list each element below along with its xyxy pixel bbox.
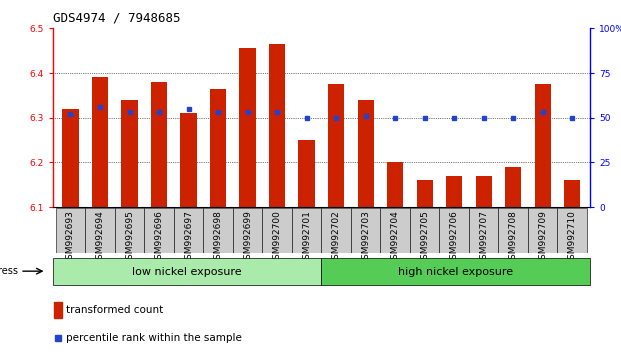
Text: GSM992710: GSM992710: [568, 210, 577, 265]
Text: GSM992704: GSM992704: [391, 210, 400, 265]
Text: GSM992693: GSM992693: [66, 210, 75, 265]
Text: GSM992695: GSM992695: [125, 210, 134, 265]
Text: GDS4974 / 7948685: GDS4974 / 7948685: [53, 12, 180, 25]
Text: GSM992700: GSM992700: [273, 210, 281, 265]
Bar: [410, 208, 440, 253]
Bar: [417, 180, 433, 207]
Bar: [381, 208, 410, 253]
Bar: [92, 78, 108, 207]
Bar: [528, 208, 558, 253]
Bar: [233, 208, 262, 253]
Bar: [292, 208, 322, 253]
Bar: [535, 84, 551, 207]
Bar: [56, 208, 85, 253]
Bar: [85, 208, 115, 253]
Bar: [387, 162, 403, 207]
Bar: [262, 208, 292, 253]
Bar: [476, 176, 492, 207]
Text: GSM992694: GSM992694: [96, 210, 104, 265]
Text: transformed count: transformed count: [66, 305, 163, 315]
Bar: [210, 88, 226, 207]
Bar: [564, 180, 581, 207]
Bar: [144, 208, 174, 253]
Text: percentile rank within the sample: percentile rank within the sample: [66, 333, 242, 343]
Bar: [53, 258, 322, 285]
Text: high nickel exposure: high nickel exposure: [398, 267, 513, 277]
Text: GSM992706: GSM992706: [450, 210, 459, 265]
Bar: [62, 109, 79, 207]
Bar: [115, 208, 144, 253]
Bar: [469, 208, 499, 253]
Bar: [322, 208, 351, 253]
Bar: [240, 48, 256, 207]
Text: GSM992707: GSM992707: [479, 210, 488, 265]
Text: GSM992703: GSM992703: [361, 210, 370, 265]
Bar: [54, 302, 61, 318]
Bar: [446, 176, 462, 207]
Text: GSM992701: GSM992701: [302, 210, 311, 265]
Text: stress: stress: [0, 266, 19, 276]
Bar: [440, 208, 469, 253]
Text: GSM992709: GSM992709: [538, 210, 547, 265]
Bar: [203, 208, 233, 253]
Bar: [299, 140, 315, 207]
Text: GSM992697: GSM992697: [184, 210, 193, 265]
Text: low nickel exposure: low nickel exposure: [132, 267, 242, 277]
Bar: [322, 258, 590, 285]
Bar: [358, 100, 374, 207]
Text: GSM992705: GSM992705: [420, 210, 429, 265]
Bar: [558, 208, 587, 253]
Bar: [151, 82, 167, 207]
Bar: [351, 208, 381, 253]
Text: GSM992696: GSM992696: [155, 210, 163, 265]
Text: GSM992699: GSM992699: [243, 210, 252, 265]
Bar: [174, 208, 203, 253]
Bar: [122, 100, 138, 207]
Bar: [328, 84, 344, 207]
Text: GSM992708: GSM992708: [509, 210, 518, 265]
Text: GSM992698: GSM992698: [214, 210, 222, 265]
Bar: [269, 44, 285, 207]
Text: GSM992702: GSM992702: [332, 210, 341, 265]
Bar: [499, 208, 528, 253]
Bar: [505, 167, 521, 207]
Bar: [181, 113, 197, 207]
